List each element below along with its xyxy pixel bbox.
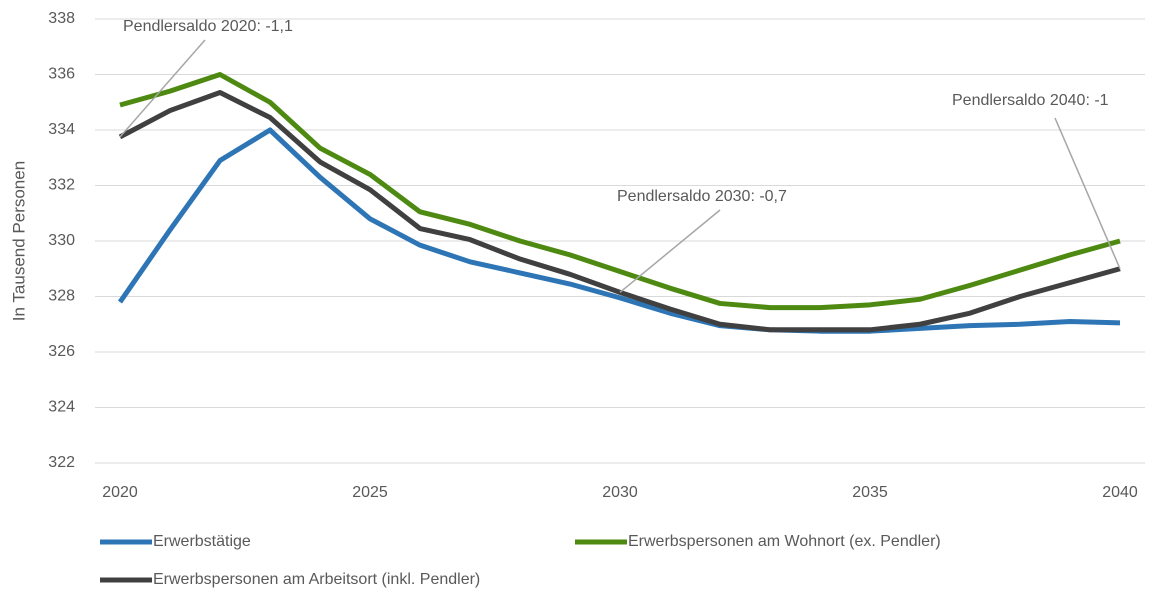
x-tick-label: 2030 <box>602 484 638 501</box>
annotation: Pendlersaldo 2020: -1,1 <box>123 18 293 35</box>
x-tick-label: 2035 <box>852 484 888 501</box>
y-tick-label: 334 <box>48 121 75 138</box>
y-tick-label: 326 <box>48 343 75 360</box>
y-tick-label: 338 <box>48 10 75 27</box>
legend-label: Erwerbstätige <box>153 533 251 550</box>
annotation-line <box>619 209 721 293</box>
x-tick-label: 2025 <box>352 484 388 501</box>
series-line <box>117 127 1121 334</box>
y-tick-label: 330 <box>48 232 75 249</box>
annotation: Pendlersaldo 2040: -1 <box>952 92 1109 109</box>
legend-label: Erwerbspersonen am Arbeitsort (inkl. Pen… <box>153 571 480 588</box>
y-tick-label: 336 <box>48 66 75 83</box>
y-tick-label: 332 <box>48 177 75 194</box>
annotation-line <box>1054 117 1121 270</box>
y-tick-label: 322 <box>48 454 75 471</box>
x-tick-label: 2020 <box>102 484 138 501</box>
y-axis-label: In Tausend Personen <box>9 161 28 321</box>
legend-label: Erwerbspersonen am Wohnort (ex. Pendler) <box>628 533 941 550</box>
y-tick-label: 328 <box>48 288 75 305</box>
x-tick-label: 2040 <box>1102 484 1138 501</box>
annotation: Pendlersaldo 2030: -0,7 <box>617 188 787 205</box>
y-tick-label: 324 <box>48 399 75 416</box>
annotation-line <box>119 39 206 138</box>
series-line <box>119 72 1121 311</box>
